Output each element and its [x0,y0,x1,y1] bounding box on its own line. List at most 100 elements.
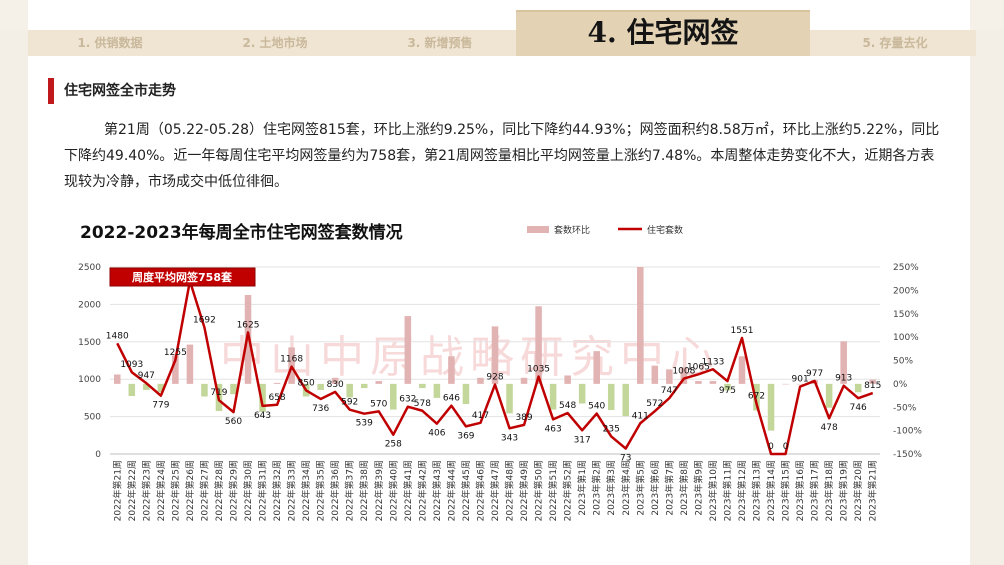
x-category-label: 2023年第10周 [707,460,719,521]
units-data-label: 317 [574,435,591,445]
x-category-label: 2022年第45周 [460,460,472,521]
mom-bar [404,316,412,384]
mom-bar [157,383,165,393]
units-data-label: 632 [399,395,416,405]
mom-bar [709,381,717,384]
units-data-label: 389 [515,413,532,423]
mom-bar [593,351,600,384]
x-category-label: 2023年第1周 [576,460,588,516]
x-category-label: 2022年第25周 [169,460,181,521]
units-data-label: 73 [620,454,631,464]
mom-bar [317,383,324,390]
x-category-label: 2022年第34周 [300,460,312,521]
mom-bar [753,383,760,411]
x-category-label: 2022年第39周 [373,460,385,521]
tab-new-presale[interactable]: 3. 新增预售 [407,36,473,50]
units-data-label: 1255 [164,348,187,358]
units-data-label: 1035 [527,365,550,375]
mom-bar [767,383,775,431]
units-data-label: 478 [821,423,838,433]
tab-inventory[interactable]: 5. 存量去化 [862,36,928,50]
y-right-tick: -50% [893,403,917,413]
units-data-label: 1480 [106,331,129,341]
mom-bar [578,383,586,404]
tab-bar [28,30,976,56]
x-category-label: 2022年第44周 [445,460,457,521]
units-data-label: 672 [748,392,765,402]
mom-bar [695,381,702,384]
x-category-label: 2022年第40周 [387,460,399,521]
x-category-label: 2022年第24周 [155,460,167,521]
mom-bar [433,383,441,398]
average-annotation-box [109,267,256,287]
mom-bar [622,383,630,417]
mom-bar [738,356,746,384]
legend-label-mom: 套数环比 [554,224,590,236]
x-category-label: 2022年第21周 [111,460,123,521]
x-category-label: 2022年第37周 [344,460,356,521]
x-category-label: 2023年第11周 [721,460,733,521]
tab-supply[interactable]: 1. 供销数据 [77,36,143,50]
x-category-label: 2022年第35周 [315,460,327,521]
x-category-label: 2023年第9周 [692,460,704,516]
units-data-label: 539 [356,419,373,429]
units-data-label: 411 [632,411,649,421]
x-category-label: 2022年第42周 [416,460,428,521]
x-category-label: 2022年第27周 [198,460,210,521]
units-data-label: 977 [806,369,823,379]
y-right-tick: -100% [893,427,922,437]
x-category-label: 2022年第31周 [257,460,269,521]
units-data-label: 850 [298,378,315,388]
y-left-tick: 1000 [78,375,101,385]
units-data-label: 235 [603,424,620,434]
units-data-label: 1551 [731,326,754,336]
units-data-label: 1093 [120,360,143,370]
units-data-label: 947 [138,371,155,381]
mom-bar [331,377,339,384]
mom-bar [186,344,194,384]
units-data-label: 830 [327,380,344,390]
mom-bar [448,356,455,384]
legend: 套数环比 住宅套数 [527,224,683,236]
x-category-label: 2022年第41周 [402,460,414,521]
mom-bar [680,367,688,384]
units-data-label: 406 [428,429,445,439]
units-data-label: 658 [268,393,285,403]
units-data-label: 747 [661,386,678,396]
units-data-label: 901 [792,375,809,385]
mom-bar [825,383,833,408]
mom-bar [390,383,397,410]
x-category-label: 2023年第15周 [780,460,792,521]
x-category-label: 2022年第36周 [329,460,341,521]
units-data-label: 570 [370,399,387,409]
tab-residential-signing-label: 4. 住宅网签 [587,16,739,49]
mom-bar [201,383,208,397]
tab-land-market[interactable]: 2. 土地市场 [242,36,308,50]
x-category-label: 2022年第47周 [489,460,501,521]
x-category-label: 2022年第23周 [140,460,152,521]
y-right-tick: 100% [893,333,919,343]
tab-residential-signing-active[interactable] [516,10,810,56]
mom-bar [637,267,644,384]
chart-title: 2022-2023年每周全市住宅网签套数情况 [80,223,403,243]
x-category-label: 2022年第38周 [358,460,370,521]
mom-bar [535,306,542,384]
units-data-label: 1692 [193,315,216,325]
units-data-label: 578 [414,399,431,409]
x-category-label: 2022年第29周 [227,460,239,521]
mom-bar [840,341,847,384]
y-right-tick: 250% [893,263,919,273]
mom-bar [244,295,252,384]
mom-bar [724,383,731,391]
units-data-label: 928 [486,373,503,383]
x-category-label: 2022年第50周 [533,460,545,521]
x-category-label: 2022年第46周 [474,460,486,521]
units-data-label: 258 [385,440,402,450]
x-category-label: 2022年第28周 [213,460,225,521]
summary-paragraph: 第21周（05.22-05.28）住宅网签815套，环比上涨约9.25%，同比下… [64,122,940,190]
mom-bar [506,383,513,414]
mom-bar [666,369,673,384]
x-axis-categories: 2022年第21周 2022年第22周 2022年第23周 2022年第24周 2022… [111,460,878,521]
watermark-text: 中山中原战略研究中心 [220,332,720,383]
